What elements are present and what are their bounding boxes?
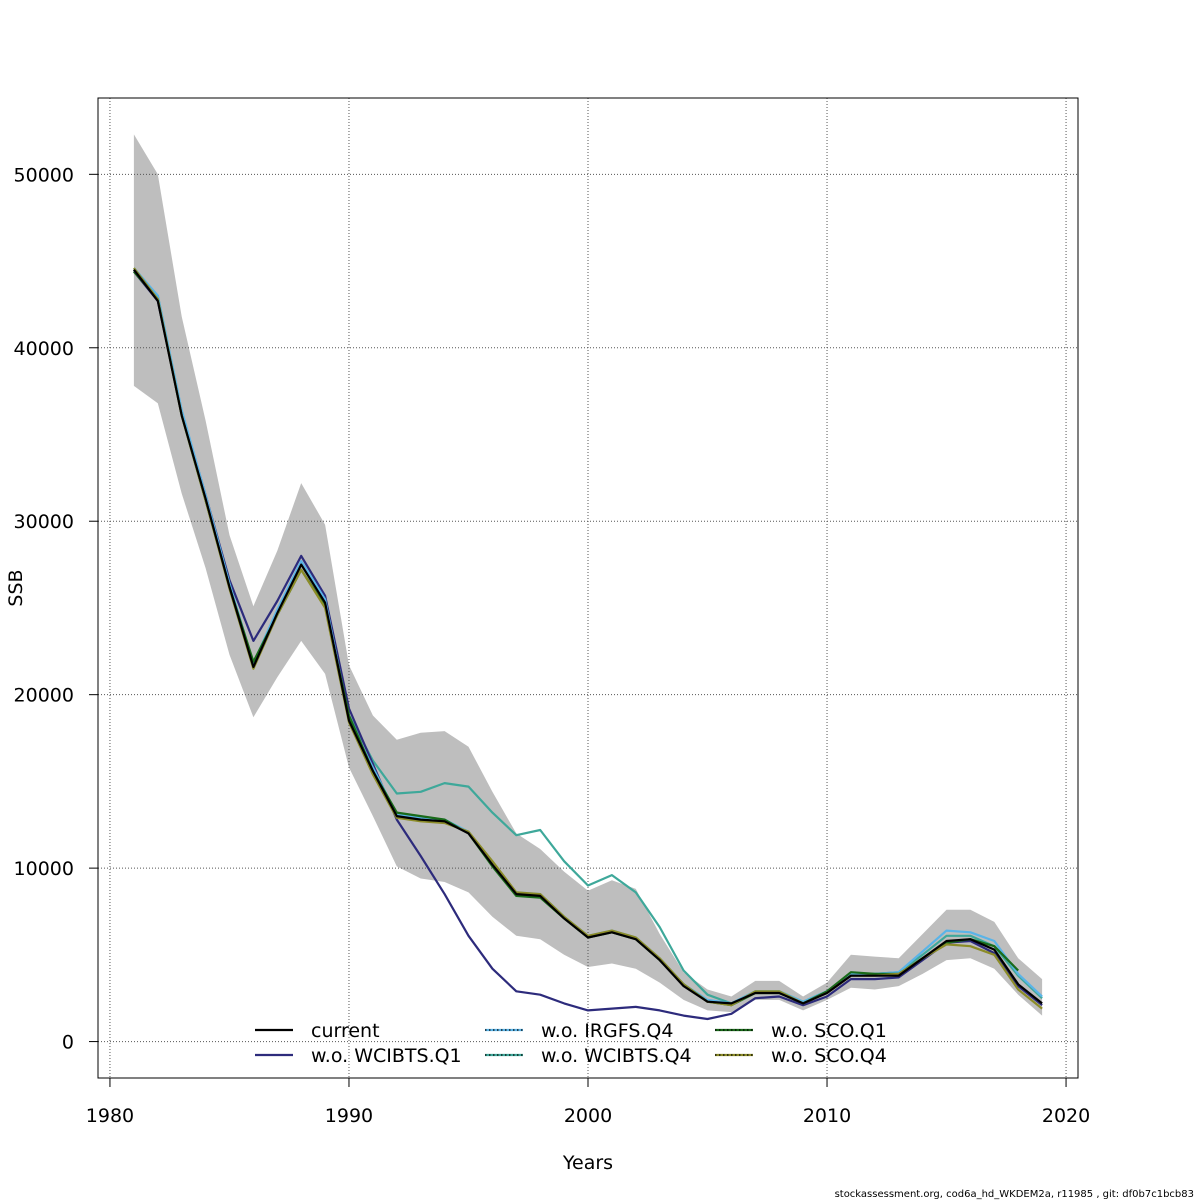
y-tick-label: 10000 bbox=[14, 858, 74, 880]
legend-label-2: w.o. WCIBTS.Q1 bbox=[311, 1045, 462, 1067]
series-line-2 bbox=[133, 270, 1043, 1021]
source-note: stockassessment.org, cod6a_hd_WKDEM2a, r… bbox=[835, 1189, 1194, 1200]
x-axis: 1980 1990 2000 2010 2020 bbox=[86, 1078, 1090, 1127]
grid-layer bbox=[98, 98, 1078, 1078]
legend: current w.o. WCIBTS.Q1 w.o. IRGFS.Q4 w.o. W… bbox=[255, 1020, 887, 1067]
legend-label-1: current bbox=[311, 1020, 380, 1042]
legend-label-4: w.o. WCIBTS.Q4 bbox=[541, 1045, 692, 1067]
series-line-1 bbox=[133, 269, 1043, 1005]
legend-label-6: w.o. SCO.Q4 bbox=[771, 1045, 887, 1067]
y-tick-label: 20000 bbox=[14, 685, 74, 707]
y-axis-title: SSB bbox=[5, 569, 27, 606]
x-tick-label: 1980 bbox=[86, 1105, 134, 1127]
x-tick-label: 1990 bbox=[325, 1105, 373, 1127]
x-axis-title: Years bbox=[562, 1152, 613, 1174]
x-tick-label: 2020 bbox=[1042, 1105, 1090, 1127]
y-tick-label: 0 bbox=[62, 1032, 74, 1054]
legend-label-3: w.o. IRGFS.Q4 bbox=[541, 1020, 673, 1042]
y-tick-label: 40000 bbox=[14, 338, 74, 360]
confidence-band bbox=[133, 134, 1043, 1016]
y-axis: 0 10000 20000 30000 40000 50000 bbox=[14, 164, 98, 1054]
y-tick-label: 30000 bbox=[14, 511, 74, 533]
legend-label-5: w.o. SCO.Q1 bbox=[771, 1020, 887, 1042]
y-tick-label: 50000 bbox=[14, 164, 74, 186]
x-tick-label: 2000 bbox=[564, 1105, 612, 1127]
series-line-6 bbox=[133, 267, 1043, 1010]
confidence-band-layer bbox=[133, 134, 1043, 1016]
x-tick-label: 2010 bbox=[803, 1105, 851, 1127]
series-layer bbox=[133, 267, 1043, 1021]
